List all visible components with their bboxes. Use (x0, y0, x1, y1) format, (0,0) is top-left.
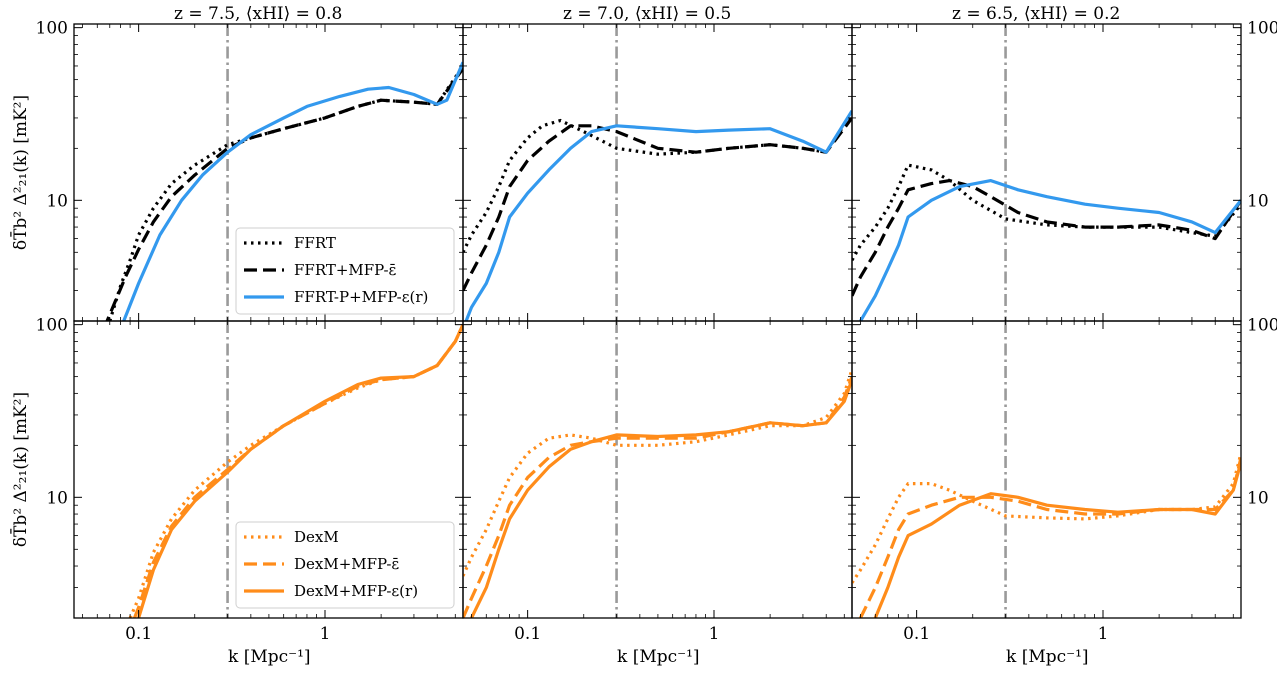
x-tick-label: 1 (709, 624, 720, 644)
series-r1-c1-0 (463, 369, 852, 577)
series-r1-c2-2 (873, 461, 1241, 618)
panel-r0-c2: 10 100 (851, 19, 1277, 322)
y-axis-label-row-1: δT̄b² Δ²₂₁(k) [mK²] (9, 392, 31, 547)
panel-r0-c1 (462, 23, 853, 322)
title-col-1: z = 7.0, ⟨xHI⟩ = 0.5 (563, 4, 732, 24)
legend-label-0: FFRT (294, 234, 336, 252)
legend-box (235, 227, 455, 315)
legend-label-2: FFRT-P+MFP-ε(r) (294, 288, 428, 306)
y-axis-label-row-0: δT̄b² Δ²₂₁(k) [mK²] (9, 95, 31, 250)
x-axis-label-col-1: k [Mpc⁻¹] (617, 647, 700, 667)
series-r1-c2-1 (859, 457, 1241, 618)
x-tick-label: 0.1 (514, 624, 541, 644)
legend-label-1: FFRT+MFP-ε̄ (294, 261, 397, 279)
x-tick-label: 0.1 (903, 624, 930, 644)
frame-r1-c1 (462, 320, 853, 619)
legend-row-0: FFRT FFRT+MFP-ε̄ FFRT-P+MFP-ε(r) (235, 227, 455, 315)
series-r0-c0-2 (122, 61, 463, 321)
y-tick-label: 10 (46, 488, 68, 508)
curves-r0-c1 (463, 109, 852, 321)
series-r0-c1-1 (463, 116, 852, 292)
x-tick-label: 0.1 (125, 624, 152, 644)
frame-r1-c2 (851, 320, 1242, 619)
series-r0-c2-2 (859, 179, 1241, 321)
series-r0-c1-0 (463, 112, 852, 254)
series-r1-c0-2 (137, 324, 463, 618)
legend-label-1: DexM+MFP-ε̄ (294, 555, 399, 573)
legend-label-2: DexM+MFP-ε(r) (294, 582, 418, 600)
title-col-2: z = 6.5, ⟨xHI⟩ = 0.2 (952, 4, 1121, 24)
panel-r1-c1: 0.1 1 (462, 320, 853, 644)
series-r1-c1-2 (470, 379, 852, 618)
curves-r0-c0 (105, 61, 463, 321)
panel-r1-c2: 0.1 1 10 100 (851, 316, 1277, 644)
legend-label-0: DexM (294, 528, 339, 546)
y-tick-label-right: 100 (1247, 19, 1277, 39)
x-tick-label: 1 (320, 624, 331, 644)
legend-box (235, 521, 455, 609)
y-tick-label-right: 10 (1247, 191, 1269, 211)
title-col-0: z = 7.5, ⟨xHI⟩ = 0.8 (174, 4, 343, 24)
frame-r0-c2 (851, 23, 1242, 322)
series-r0-c0-0 (108, 65, 463, 321)
y-tick-label-right: 100 (1247, 316, 1277, 336)
curves-r0-c2 (852, 163, 1241, 321)
x-tick-label: 1 (1098, 624, 1109, 644)
x-axis-label-col-0: k [Mpc⁻¹] (228, 647, 311, 667)
y-tick-label: 10 (46, 191, 68, 211)
series-r0-c1-2 (464, 109, 852, 321)
legend-row-1: DexM DexM+MFP-ε̄ DexM+MFP-ε(r) (235, 521, 455, 609)
series-r0-c2-0 (852, 163, 1241, 261)
y-tick-label-right: 10 (1247, 488, 1269, 508)
curves-r1-c1 (463, 369, 852, 618)
x-axis-label-col-2: k [Mpc⁻¹] (1006, 647, 1089, 667)
frame-r0-c1 (462, 23, 853, 322)
series-r0-c2-1 (852, 179, 1241, 297)
curves-r1-c0 (128, 324, 463, 618)
curves-r1-c2 (852, 452, 1241, 618)
y-tick-label: 100 (36, 19, 68, 39)
y-tick-label: 100 (36, 316, 68, 336)
series-r1-c2-0 (852, 452, 1241, 584)
